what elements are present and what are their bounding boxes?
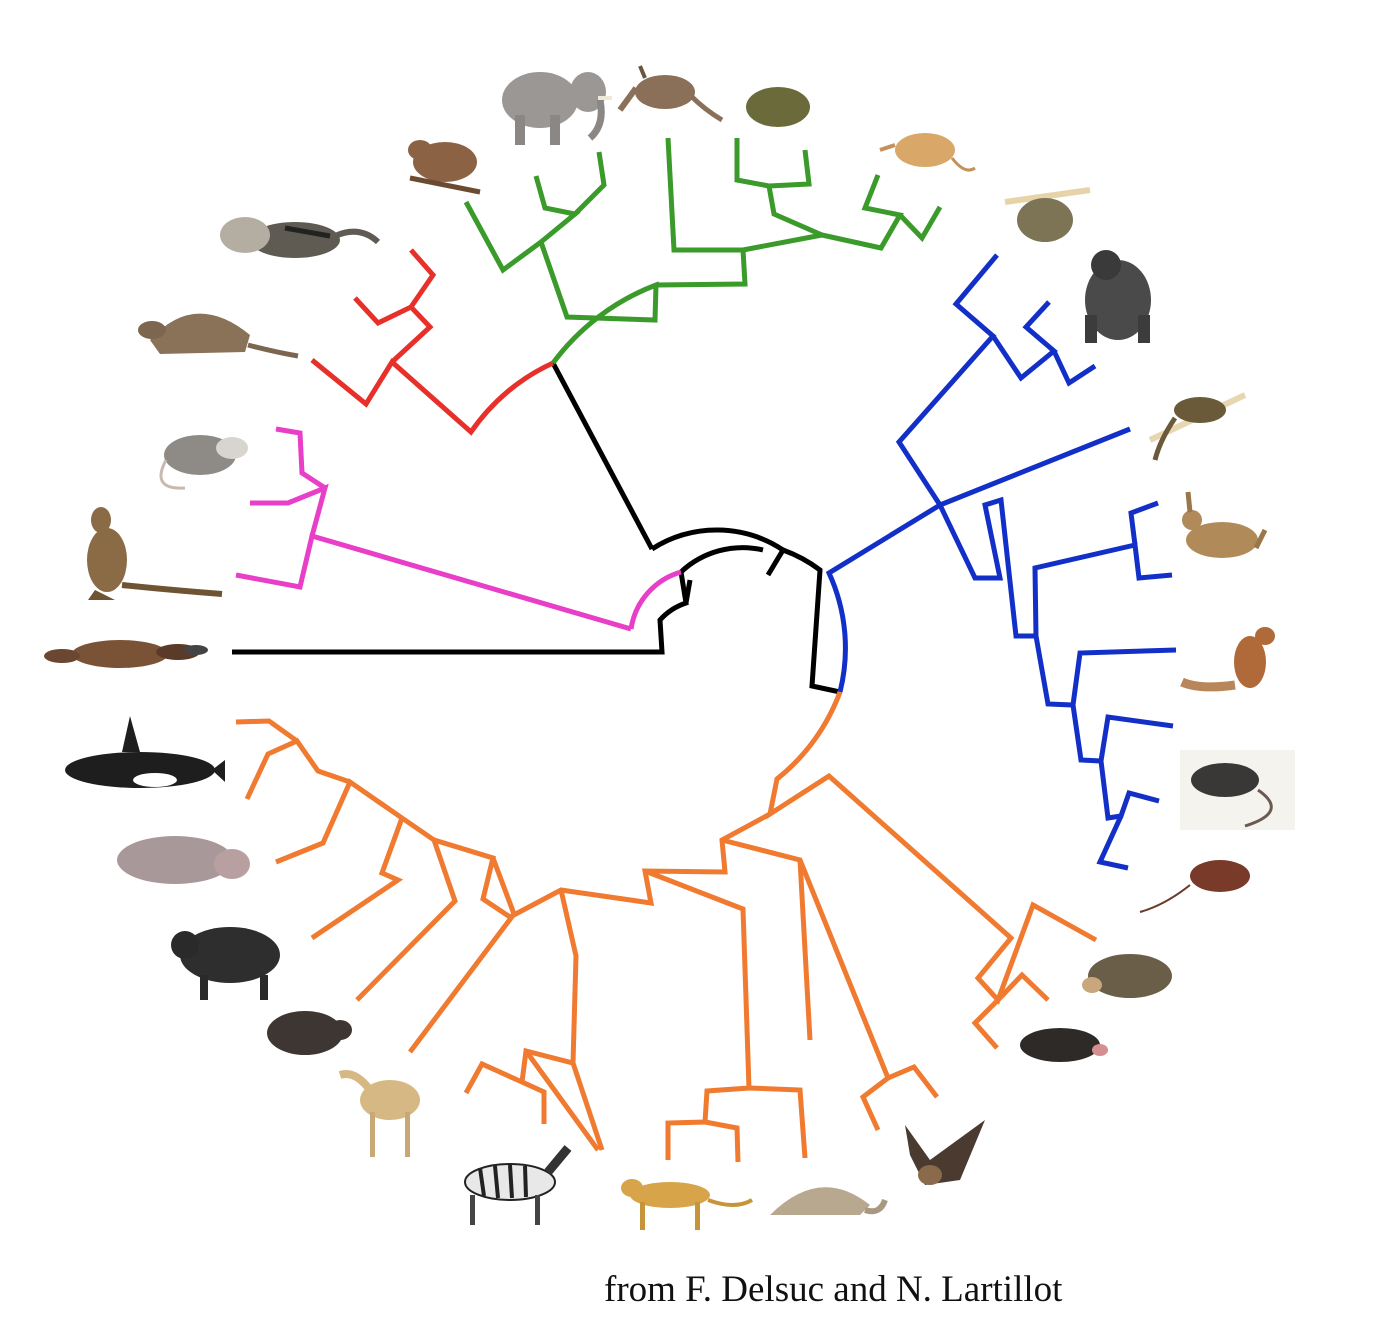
- armadillo-icon: [138, 313, 299, 359]
- anteater-icon: [220, 217, 381, 258]
- boar-icon: [267, 1011, 352, 1055]
- xenarthra-branches: [310, 248, 555, 436]
- platypus-icon: [44, 640, 208, 668]
- mole-icon: [1020, 1028, 1108, 1062]
- marsupial-branches: [235, 426, 682, 632]
- treeshrew-icon: [1148, 392, 1247, 461]
- opossum-icon: [159, 435, 248, 490]
- backbone-branches: [232, 361, 841, 695]
- laurasiatheria-branches: [235, 691, 1098, 1163]
- mouse-icon: [1139, 860, 1250, 913]
- golden-mole-icon: [746, 87, 810, 127]
- gorilla-icon: [1085, 250, 1151, 343]
- pangolin-icon: [770, 1187, 888, 1215]
- hyrax-icon: [408, 140, 481, 195]
- squirrel-icon: [1180, 627, 1275, 692]
- euarchontoglires-branches: [825, 253, 1177, 871]
- hare-icon: [1182, 491, 1268, 558]
- bat-icon: [905, 1120, 985, 1185]
- afrotheria-branches: [463, 137, 943, 365]
- elephant-icon: [502, 72, 612, 145]
- camel-icon: [338, 1070, 420, 1157]
- leopard-icon: [621, 1179, 754, 1230]
- elephant-shrew-icon: [879, 133, 976, 172]
- sloth-icon: [1004, 187, 1091, 242]
- orca-icon: [65, 716, 225, 788]
- zebra-icon: [464, 1145, 572, 1225]
- credit-caption: from F. Delsuc and N. Lartillot: [604, 1269, 1063, 1310]
- aardvark-icon: [617, 65, 724, 123]
- animal-illustrations: [44, 65, 1295, 1230]
- kangaroo-icon: [87, 507, 223, 600]
- rat-icon: [1180, 750, 1295, 830]
- buffalo-icon: [171, 927, 280, 1000]
- hedgehog-icon: [1082, 954, 1172, 998]
- hippo-icon: [117, 836, 250, 884]
